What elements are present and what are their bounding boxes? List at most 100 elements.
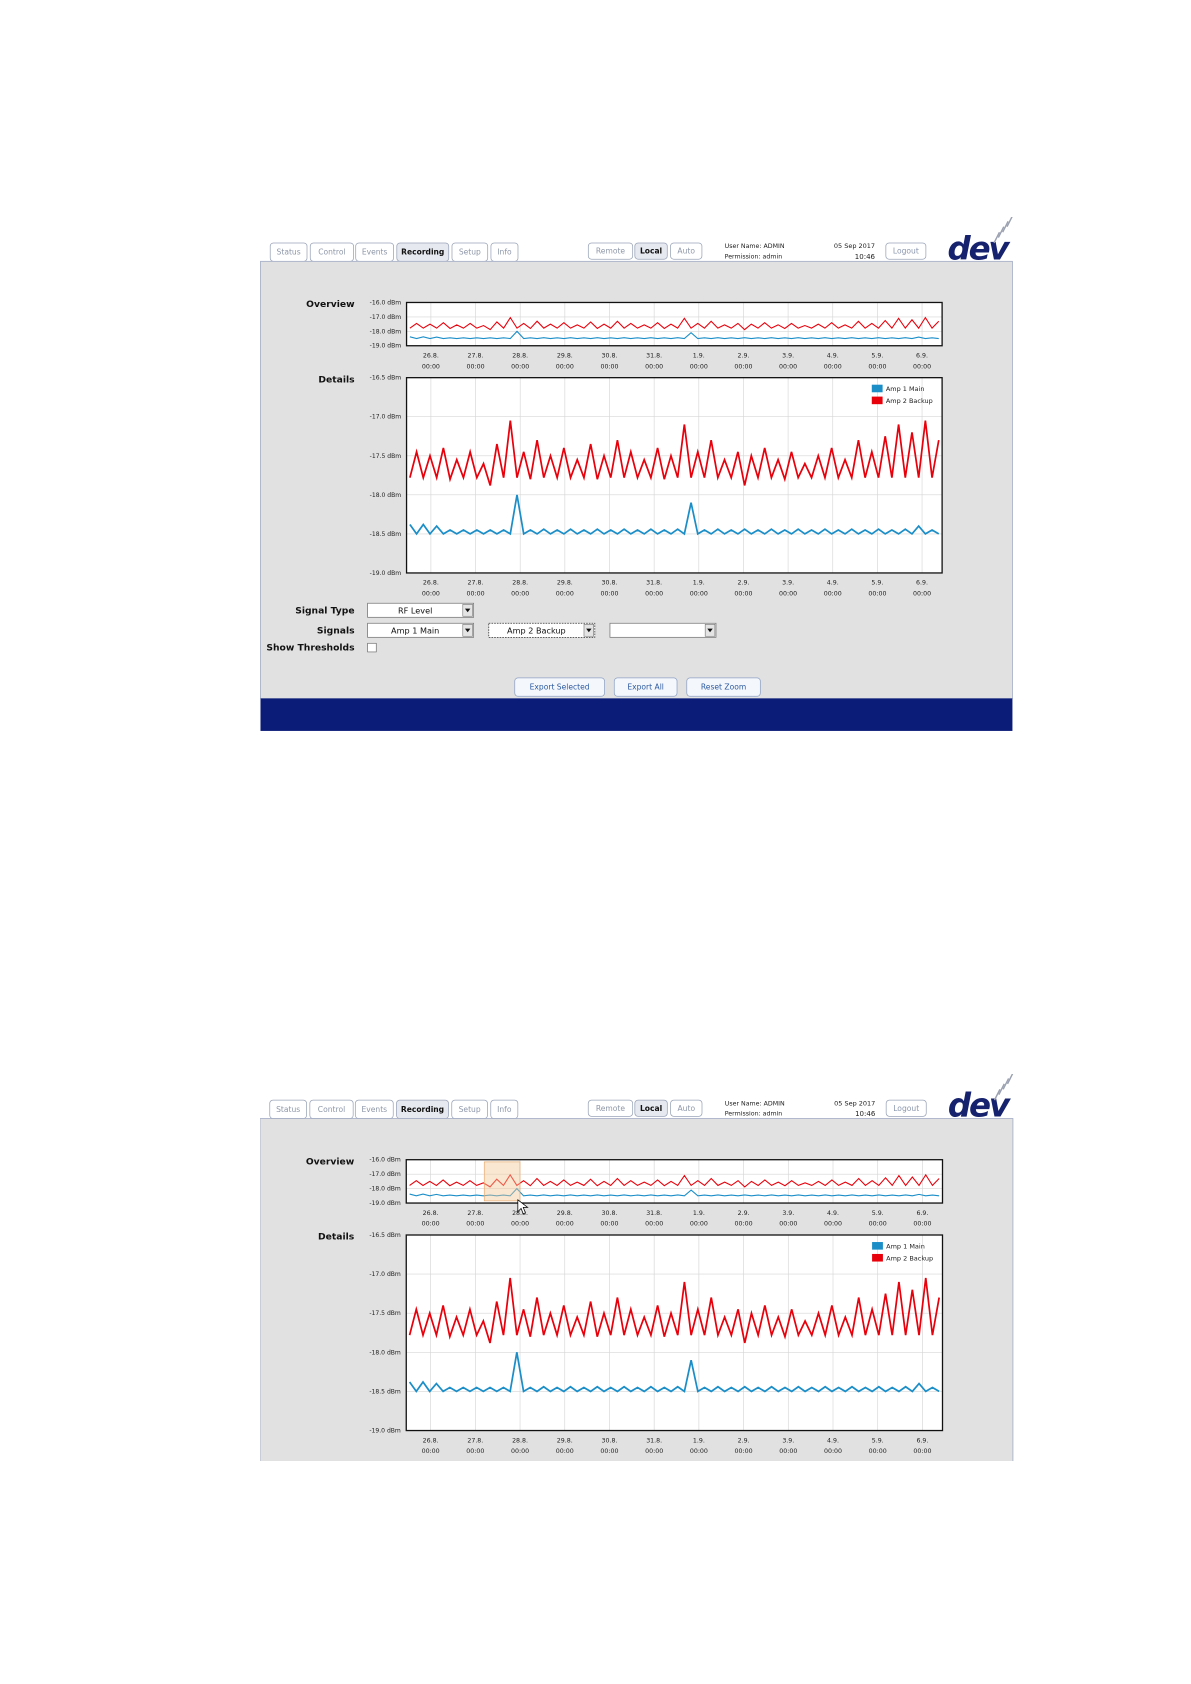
logo-stroke [1002, 221, 1009, 233]
tab-label: Info [497, 1105, 512, 1114]
x-tick-label: 5.9. [872, 1210, 884, 1217]
action-button[interactable] [514, 677, 605, 697]
x-tick-label: 00:00 [734, 591, 752, 598]
select-arrow [586, 628, 592, 633]
tab-label: Recording [401, 1105, 444, 1114]
x-tick-label: 6.9. [916, 1437, 928, 1444]
permission: Permission: admin [725, 1111, 783, 1118]
y-tick-label: -18.5 dBm [369, 1388, 401, 1395]
logo-stroke [1006, 217, 1013, 228]
footer-bar [260, 698, 1013, 731]
x-tick-label: 00:00 [556, 363, 574, 370]
mode-button[interactable] [670, 1099, 703, 1117]
legend-swatch [871, 384, 883, 393]
series-line [409, 330, 939, 340]
x-tick-label: 00:00 [735, 1448, 753, 1455]
user-name: User Name: ADMIN [725, 1100, 785, 1107]
mode-button-label: Local [640, 1104, 662, 1113]
x-tick-label: 00:00 [779, 363, 797, 370]
y-tick-label: -17.5 dBm [370, 453, 402, 460]
x-tick-label: 00:00 [824, 1221, 842, 1228]
mouse-cursor [517, 1199, 529, 1215]
x-tick-label: 00:00 [511, 1221, 529, 1228]
x-tick-label: 00:00 [422, 1448, 440, 1455]
tab-label: Setup [459, 1105, 481, 1114]
mode-button-label: Auto [677, 1104, 695, 1113]
series-line [409, 420, 940, 486]
x-tick-label: 00:00 [422, 1221, 440, 1228]
mode-button-label: Remote [596, 247, 626, 256]
x-tick-label: 00:00 [869, 1221, 887, 1228]
logout-button[interactable] [885, 1099, 927, 1117]
logo-stroke [1002, 1078, 1010, 1090]
mode-button-label: Remote [596, 1104, 626, 1113]
x-tick-label: 5.9. [871, 352, 883, 359]
x-tick-label: 00:00 [779, 1448, 797, 1455]
select[interactable] [367, 622, 475, 638]
x-tick-label: 00:00 [913, 1221, 931, 1228]
legend-swatch [872, 1242, 883, 1250]
x-tick-label: 00:00 [868, 591, 886, 598]
permission: Permission: admin [725, 253, 783, 260]
logout-button-label: Logout [893, 1104, 919, 1113]
mode-button[interactable] [670, 242, 703, 260]
mode-button[interactable] [634, 242, 668, 260]
date: 05 Sep 2017 [834, 1099, 875, 1107]
y-tick-label: -19.0 dBm [370, 570, 402, 577]
mode-button-label: Local [640, 247, 662, 256]
select[interactable] [609, 622, 717, 638]
y-tick-label: -18.0 dBm [369, 1349, 401, 1356]
select[interactable] [367, 602, 475, 618]
mode-button[interactable] [587, 242, 634, 260]
action-button-label: Export Selected [530, 683, 590, 692]
x-tick-label: 00:00 [511, 363, 529, 370]
x-tick-label: 00:00 [913, 591, 931, 598]
x-tick-label: 31.8. [646, 1210, 662, 1217]
x-tick-label: 28.8. [512, 1437, 528, 1444]
x-tick-label: 29.8. [557, 352, 573, 359]
logout-button-label: Logout [893, 247, 919, 256]
x-tick-label: 5.9. [872, 1437, 884, 1444]
x-tick-label: 27.8. [467, 1210, 483, 1217]
x-tick-label: 6.9. [916, 352, 928, 359]
y-tick-label: -18.0 dBm [370, 492, 402, 499]
y-tick-label: -19.0 dBm [369, 1428, 401, 1435]
mode-button[interactable] [587, 1099, 634, 1117]
y-tick-label: -17.0 dBm [369, 1271, 401, 1278]
field-label: Signal Type [295, 605, 354, 616]
date: 05 Sep 2017 [834, 242, 875, 250]
action-button[interactable] [686, 677, 761, 697]
x-tick-label: 00:00 [466, 1448, 484, 1455]
select[interactable] [488, 622, 596, 638]
chart-title: Details [318, 1232, 355, 1243]
x-tick-label: 00:00 [600, 591, 618, 598]
x-tick-label: 00:00 [645, 591, 663, 598]
user-name: User Name: ADMIN [725, 243, 785, 250]
action-button[interactable] [613, 677, 678, 697]
screenshot: Status Control Events Recording Setup Info Rem… [260, 217, 1013, 731]
x-tick-label: 30.8. [602, 352, 618, 359]
x-tick-label: 00:00 [869, 1448, 887, 1455]
x-tick-label: 3.9. [782, 1437, 794, 1444]
series-line [409, 494, 940, 536]
y-tick-label: -18.0 dBm [370, 328, 402, 335]
legend-label: Amp 1 Main [886, 385, 925, 393]
x-tick-label: 26.8. [423, 1210, 439, 1217]
x-tick-label: 1.9. [693, 1210, 705, 1217]
logout-button[interactable] [885, 242, 927, 260]
tab-label: Recording [401, 248, 444, 257]
x-tick-label: 28.8. [512, 1210, 528, 1217]
series-line [408, 1277, 941, 1344]
mode-button[interactable] [634, 1099, 668, 1117]
x-tick-label: 00:00 [600, 1448, 618, 1455]
x-tick-label: 00:00 [511, 591, 529, 598]
time: 10:46 [855, 252, 876, 261]
checkbox[interactable] [367, 642, 377, 653]
x-tick-label: 00:00 [690, 363, 708, 370]
x-tick-label: 00:00 [824, 363, 842, 370]
logo-stroke [997, 226, 1005, 238]
x-tick-label: 00:00 [868, 363, 886, 370]
plot-border [405, 377, 943, 574]
x-tick-label: 2.9. [737, 352, 749, 359]
x-tick-label: 6.9. [916, 1210, 928, 1217]
